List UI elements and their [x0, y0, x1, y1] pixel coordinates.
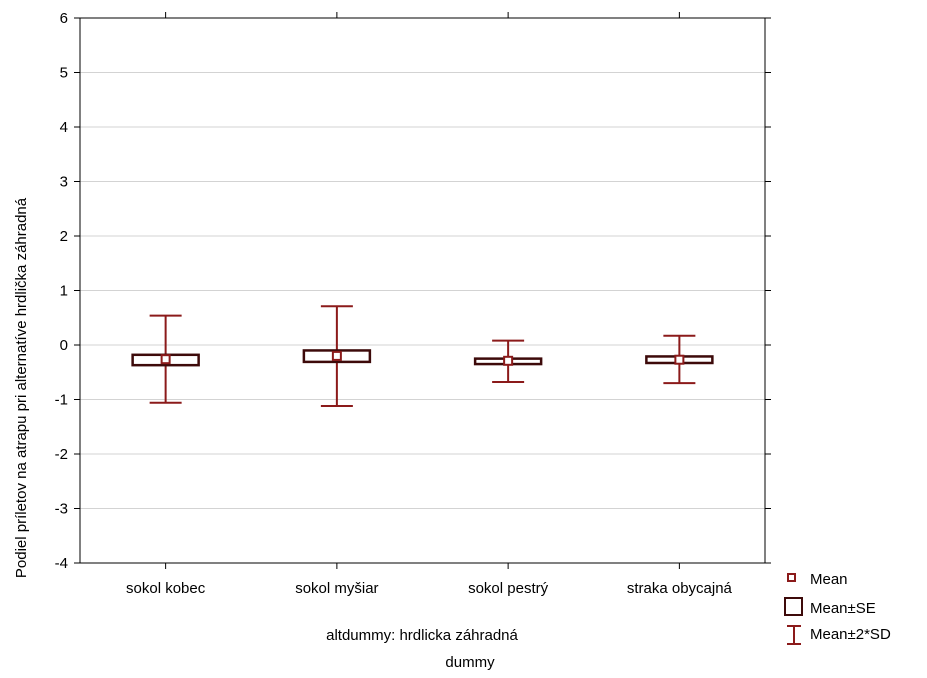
legend-se-box	[784, 597, 803, 616]
x-axis: sokol kobec sokol myšiar sokol pestrý strak…	[126, 12, 733, 597]
x-tick-label: sokol pestrý	[468, 580, 549, 597]
box-group	[131, 314, 200, 404]
legend: Mean Mean±SE Mean±2*SD	[784, 571, 891, 645]
mean-marker	[674, 354, 685, 365]
y-axis-title: Podiel príletov na atrapu pri alternatív…	[13, 197, 30, 578]
y-tick-label: 3	[60, 174, 68, 191]
y-axis: -4 -3 -2 -1 0 1 2 3 4 5 6	[55, 10, 771, 572]
y-tick-label: 2	[60, 228, 68, 245]
mean-marker	[160, 354, 171, 365]
x-axis-subtitle: dummy	[445, 654, 495, 671]
x-tick-label: sokol myšiar	[295, 580, 378, 597]
y-tick-label: -4	[55, 555, 68, 572]
x-tick-label: sokol kobec	[126, 580, 206, 597]
legend-sd-label: Mean±2*SD	[810, 626, 891, 643]
y-tick-label: -2	[55, 446, 68, 463]
mean-marker	[503, 355, 514, 366]
box-group	[302, 305, 372, 408]
legend-mean-label: Mean	[810, 571, 848, 588]
y-tick-label: -1	[55, 392, 68, 409]
y-tick-label: -3	[55, 501, 68, 518]
x-tick-label: straka obycajná	[627, 580, 733, 597]
y-tick-label: 0	[60, 337, 68, 354]
x-axis-title: altdummy: hrdlicka záhradná	[326, 627, 518, 644]
legend-se-label: Mean±SE	[810, 600, 876, 617]
legend-whisker-symbol	[787, 625, 801, 645]
chart-marks	[131, 305, 714, 408]
y-tick-label: 6	[60, 10, 68, 27]
box-group	[645, 334, 714, 385]
legend-mean-marker	[787, 573, 796, 582]
y-tick-label: 4	[60, 119, 68, 136]
gridlines	[80, 72, 765, 509]
y-tick-label: 5	[60, 65, 68, 82]
box-group	[473, 339, 543, 384]
y-tick-label: 1	[60, 283, 68, 300]
mean-marker	[331, 350, 342, 361]
